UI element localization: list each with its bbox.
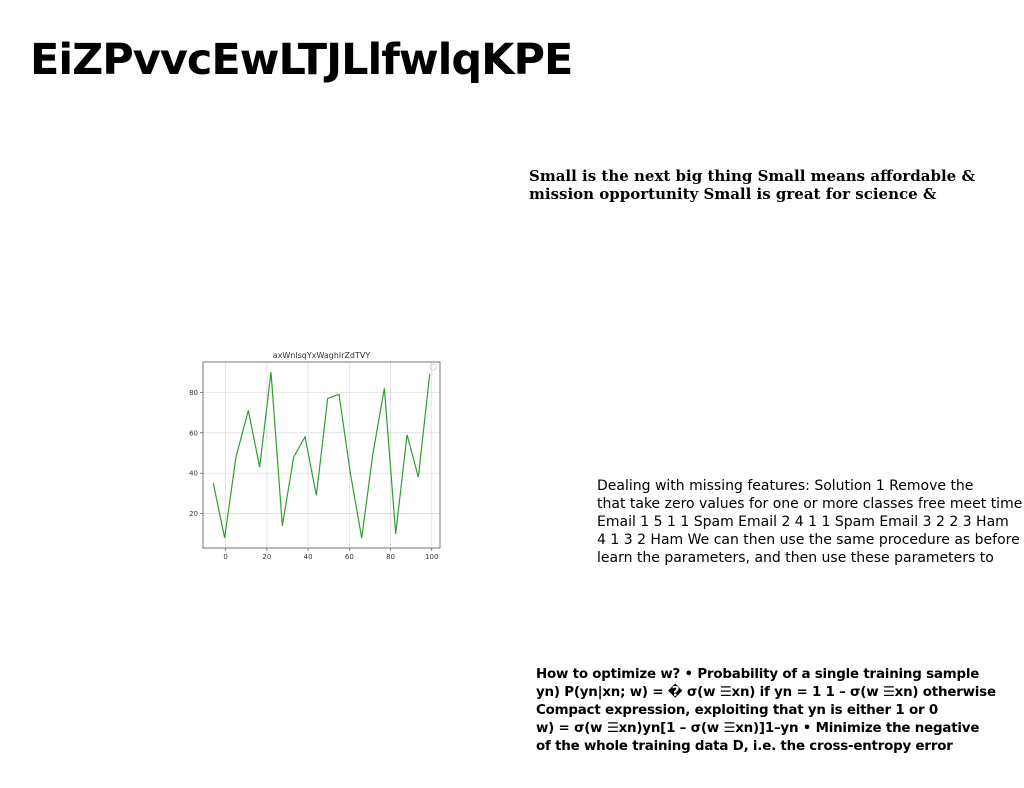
y-tick-label: 20	[189, 510, 198, 518]
text-line: 4 1 3 2 Ham We can then use the same pro…	[597, 532, 1020, 548]
y-tick-label: 80	[189, 389, 198, 397]
text-line: yn) P(yn|xn; w) = � σ(w ☰xn) if yn = 1 1…	[536, 685, 996, 700]
text-block-small-sat: Small is the next big thing Small means …	[529, 167, 1009, 203]
line-chart: axWnlsqYxWaghlrZdTVY 0 20 40 60 80 100 20 40 60…	[189, 351, 441, 561]
text-line: of the whole training data D, i.e. the c…	[536, 739, 953, 754]
y-tick-labels: 20 40 60 80	[189, 389, 203, 518]
text-line: Small is the next big thing Small means …	[529, 167, 975, 185]
chart-grid	[203, 362, 440, 548]
series-line	[212, 372, 431, 539]
chart-control-icon	[429, 363, 437, 371]
text-line: learn the parameters, and then use these…	[597, 550, 994, 566]
x-tick-label: 60	[345, 553, 354, 561]
text-line: w) = σ(w ☰xn)yn[1 – σ(w ☰xn)]1–yn • Mini…	[536, 721, 980, 736]
text-block-missing-features: Dealing with missing features: Solution …	[597, 477, 1024, 567]
plot-frame	[202, 361, 441, 549]
x-tick-label: 20	[262, 553, 271, 561]
text-line: that take zero values for one or more cl…	[597, 496, 1023, 512]
x-tick-label: 80	[386, 553, 395, 561]
text-line: Compact expression, exploiting that yn i…	[536, 703, 938, 718]
page-title: EiZPvvcEwLTJLlfwlqKPE	[30, 35, 573, 85]
y-tick-label: 40	[189, 470, 198, 478]
text-block-optimize-w: How to optimize w? • Probability of a si…	[536, 666, 1024, 756]
x-tick-label: 40	[304, 553, 313, 561]
text-line: Dealing with missing features: Solution …	[597, 478, 974, 494]
x-tick-label: 0	[223, 553, 227, 561]
text-line: Email 1 5 1 1 Spam Email 2 4 1 1 Spam Em…	[597, 514, 1009, 530]
x-tick-labels: 0 20 40 60 80 100	[223, 548, 438, 561]
x-tick-label: 100	[425, 553, 438, 561]
chart-title: axWnlsqYxWaghlrZdTVY	[273, 351, 371, 360]
text-line: mission opportunity Small is great for s…	[529, 185, 937, 203]
y-tick-label: 60	[189, 429, 198, 437]
text-line: How to optimize w? • Probability of a si…	[536, 667, 980, 682]
